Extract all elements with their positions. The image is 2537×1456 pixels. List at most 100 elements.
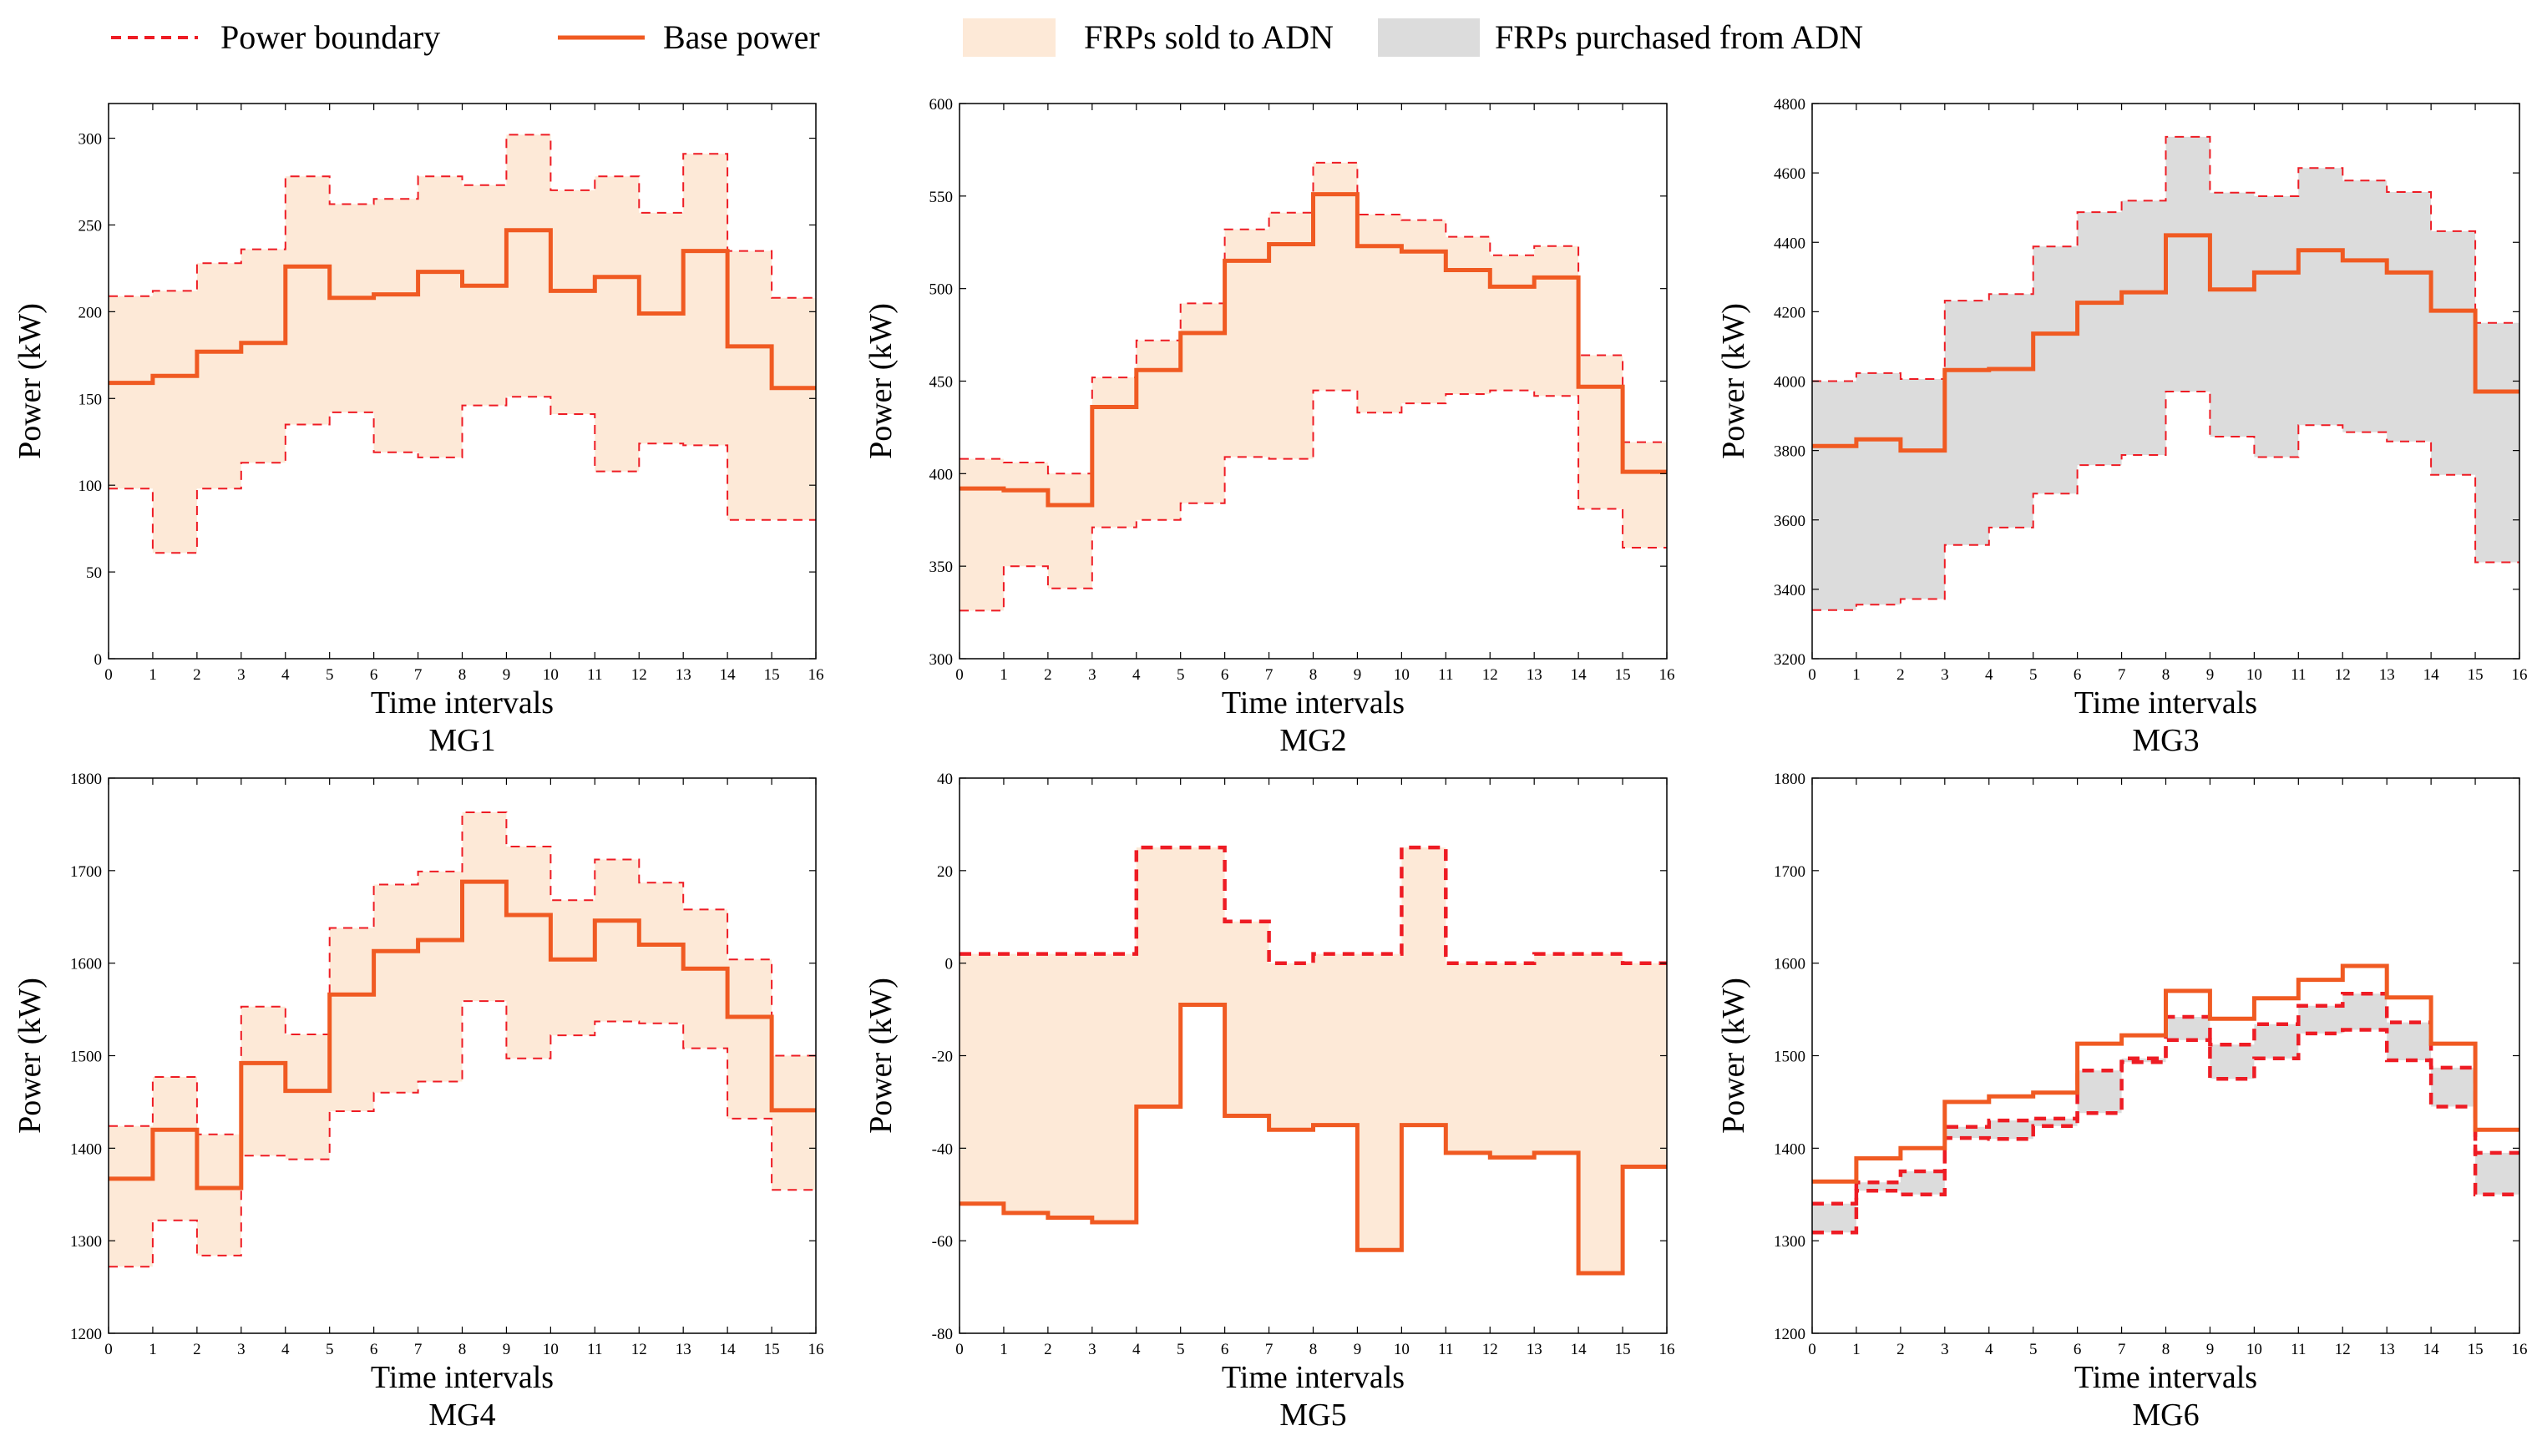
x-tick-label: 1 [1852,1341,1861,1358]
x-tick-label: 1 [1852,666,1861,684]
y-tick-label: 1200 [70,1326,102,1343]
x-tick-label: 3 [237,666,246,684]
x-tick-label: 15 [764,666,780,684]
legend: Power boundary Base power FRPs sold to A… [111,18,1863,57]
y-tick-label: 0 [945,956,954,973]
y-tick-label: 1400 [70,1140,102,1158]
x-axis-label: Time intervals [371,685,554,720]
x-tick-label: 8 [2162,666,2170,684]
y-axis-label: Power (kW) [13,303,48,459]
x-tick-label: 5 [326,1341,334,1358]
x-tick-label: 7 [414,1341,423,1358]
panel-mg3: 0 1 2 3 4 5 6 7 8 9 10 11 12 13 14 15 163200340036003800… [1716,96,2528,758]
x-tick-label: 2 [1896,666,1905,684]
x-axis-label: Time intervals [2074,1360,2257,1395]
x-tick-label: 16 [1659,1341,1675,1358]
y-tick-label: 100 [78,478,103,495]
x-tick-label: 0 [955,666,964,684]
x-tick-label: 9 [2206,1341,2215,1358]
panel-title: MG5 [1279,1398,1346,1433]
x-tick-label: 4 [1985,666,1993,684]
x-tick-label: 12 [2335,1341,2351,1358]
x-tick-label: 3 [1088,1341,1096,1358]
x-tick-label: 8 [2162,1341,2170,1358]
x-tick-label: 3 [1088,666,1096,684]
x-tick-label: 2 [193,1341,201,1358]
x-tick-label: 7 [1265,666,1274,684]
y-tick-label: 150 [78,391,103,408]
y-tick-label: 1700 [1774,863,1805,881]
x-tick-label: 4 [281,666,290,684]
y-tick-label: 400 [929,466,954,483]
y-tick-label: 0 [94,651,103,669]
x-tick-label: 7 [2118,666,2126,684]
x-tick-label: 15 [1615,666,1631,684]
x-tick-label: 11 [1438,666,1453,684]
x-tick-label: 8 [458,1341,467,1358]
boundary-upper-line [1812,135,2519,382]
x-tick-label: 8 [458,666,467,684]
x-tick-label: 6 [1221,1341,1229,1358]
base-power-line [1812,963,2519,1184]
x-tick-label: 1 [149,1341,157,1358]
x-tick-label: 12 [1482,1341,1498,1358]
x-tick-label: 9 [2206,666,2215,684]
y-tick-label: 550 [929,189,954,206]
x-tick-label: 9 [1354,1341,1362,1358]
x-tick-label: 10 [543,666,559,684]
boundary-upper-line [960,845,1667,965]
x-axis-label: Time intervals [1222,1360,1405,1395]
y-tick-label: 1800 [70,771,102,788]
y-tick-label: 200 [78,304,103,321]
x-tick-label: 13 [2379,1341,2395,1358]
x-tick-label: 13 [1527,666,1542,684]
x-tick-label: 1 [1000,1341,1008,1358]
y-tick-label: 50 [86,564,102,582]
panel-mg5: 0 1 2 3 4 5 6 7 8 9 10 11 12 13 14 15 16-80-60-40-200204… [863,771,1675,1433]
x-tick-label: 8 [1309,666,1318,684]
y-axis-label: Power (kW) [863,303,899,459]
y-tick-label: 40 [937,771,953,788]
base-power-line [960,192,1667,508]
x-tick-label: 16 [808,666,824,684]
x-tick-label: 4 [1985,1341,1993,1358]
x-axis-label: Time intervals [371,1360,554,1395]
y-axis-label: Power (kW) [13,978,48,1134]
base-power-line [960,1003,1667,1276]
x-tick-label: 12 [631,1341,647,1358]
y-axis-label: Power (kW) [863,978,899,1134]
x-tick-label: 11 [2291,666,2306,684]
y-tick-label: -40 [932,1140,953,1158]
x-tick-label: 12 [631,666,647,684]
x-tick-label: 7 [2118,1341,2126,1358]
x-tick-label: 9 [503,666,511,684]
x-tick-label: 10 [1394,1341,1410,1358]
x-tick-label: 14 [2423,666,2440,684]
y-tick-label: 600 [929,96,954,114]
x-tick-label: 0 [1808,666,1816,684]
x-tick-label: 2 [1896,1341,1905,1358]
y-tick-label: 4400 [1774,235,1805,252]
panel-mg4: 0 1 2 3 4 5 6 7 8 9 10 11 12 13 14 15 161200130014001500… [13,771,824,1433]
y-tick-label: 1200 [1774,1326,1805,1343]
x-tick-label: 15 [764,1341,780,1358]
x-tick-label: 2 [1044,666,1052,684]
x-tick-label: 6 [370,666,378,684]
y-tick-label: 3200 [1774,651,1805,669]
boundary-lower-line [960,389,1667,612]
y-tick-label: 450 [929,374,954,392]
y-tick-label: 4000 [1774,374,1805,392]
x-axis-label: Time intervals [2074,685,2257,720]
x-tick-label: 5 [326,666,334,684]
x-tick-label: 14 [2423,1341,2440,1358]
y-tick-label: 1400 [1774,1140,1805,1158]
x-tick-label: 16 [808,1341,824,1358]
x-tick-label: 16 [1659,666,1675,684]
x-tick-label: 11 [587,1341,602,1358]
x-tick-label: 16 [2512,1341,2528,1358]
y-tick-label: 20 [937,863,953,881]
x-tick-label: 10 [2246,666,2262,684]
y-tick-label: 4800 [1774,96,1805,114]
legend-sold-label: FRPs sold to ADN [1084,18,1334,56]
x-tick-label: 5 [1177,1341,1185,1358]
